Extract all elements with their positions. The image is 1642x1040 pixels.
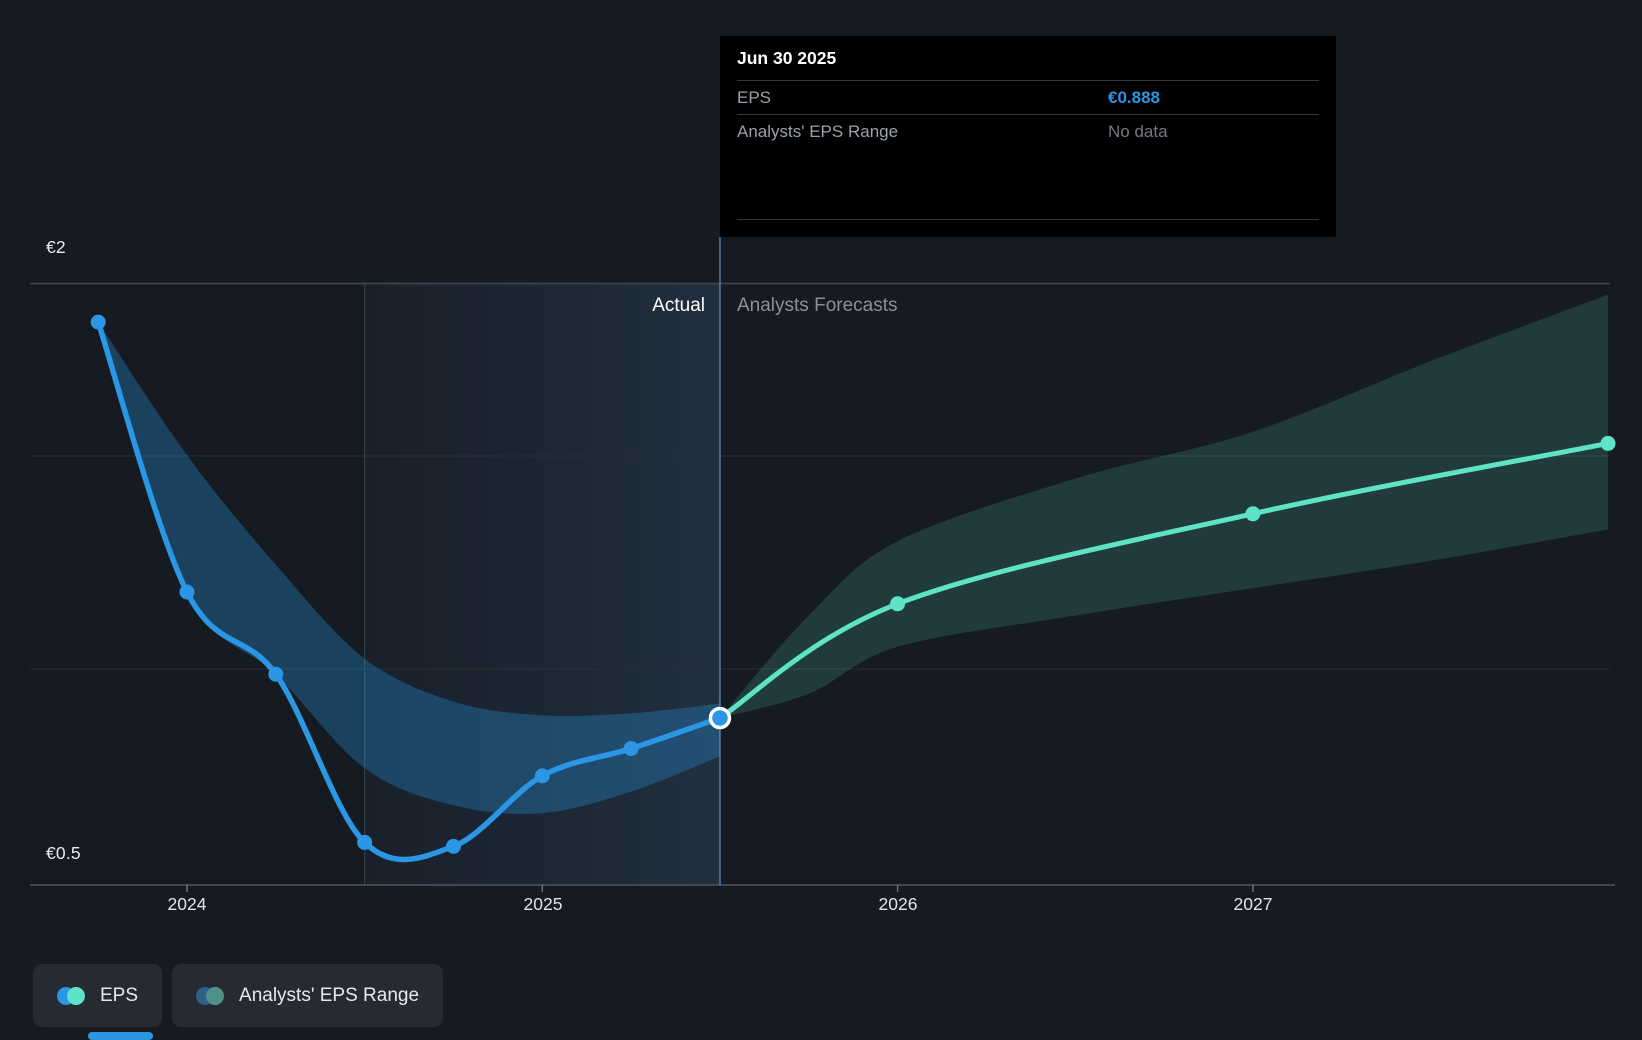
eps-data-point-Dec-31-2023[interactable] <box>179 584 195 600</box>
legend-item-analysts-eps-range[interactable]: Analysts' EPS Range <box>172 964 444 1027</box>
x-tick-2024: 2024 <box>167 894 207 914</box>
tooltip-row-eps: EPS €0.888 <box>737 80 1319 114</box>
analysts-eps-range-band <box>720 294 1608 718</box>
tooltip-bottom-divider <box>737 219 1319 220</box>
forecast-data-point-Dec-31-2027[interactable] <box>1600 435 1616 451</box>
eps-data-point-Sep-30-2024[interactable] <box>445 838 461 854</box>
actual-phase-label: Actual <box>652 295 705 316</box>
range-legend-dots-icon <box>196 986 225 1005</box>
forecast-data-point-Dec-31-2025[interactable] <box>890 596 906 612</box>
x-tick-2027: 2027 <box>1233 894 1273 914</box>
eps-data-point-Jun-30-2024[interactable] <box>357 834 373 850</box>
chart-legend: EPS Analysts' EPS Range <box>33 964 444 1027</box>
tooltip-eps-label: EPS <box>737 87 772 107</box>
past-year-highlight-band <box>364 283 720 885</box>
y-axis-label-bottom: €0.5 <box>46 843 81 863</box>
x-tick-2025: 2025 <box>523 894 563 914</box>
highlighted-data-point[interactable] <box>708 706 732 730</box>
tooltip-eps-value: €0.888 <box>1108 87 1160 107</box>
tooltip-row-range: Analysts' EPS Range No data <box>737 114 1319 148</box>
y-axis-label-top: €2 <box>46 237 66 257</box>
tooltip-range-value: No data <box>1108 121 1168 141</box>
tooltip: Jun 30 2025 EPS €0.888 Analysts' EPS Ran… <box>720 36 1336 237</box>
eps-data-point-Sep-30-2023[interactable] <box>90 314 106 330</box>
tooltip-range-label: Analysts' EPS Range <box>737 121 899 141</box>
timeline-scrollbar-thumb[interactable] <box>88 1032 153 1040</box>
legend-item-eps[interactable]: EPS <box>33 964 163 1027</box>
actual-range-band <box>98 322 720 814</box>
x-tick-2026: 2026 <box>878 894 918 914</box>
forecast-data-point-Dec-31-2026[interactable] <box>1245 506 1261 522</box>
forecasts-phase-label: Analysts Forecasts <box>737 295 898 316</box>
eps-data-point-Mar-31-2024[interactable] <box>268 666 284 682</box>
eps-data-point-Dec-31-2024[interactable] <box>534 768 550 784</box>
tooltip-date-title: Jun 30 2025 <box>737 48 837 68</box>
eps-data-point-Mar-31-2025[interactable] <box>623 741 639 757</box>
eps-legend-dots-icon <box>57 986 85 1005</box>
eps-forecast-line[interactable] <box>717 440 1611 721</box>
legend-range-label: Analysts' EPS Range <box>239 984 420 1006</box>
legend-eps-label: EPS <box>100 984 139 1006</box>
